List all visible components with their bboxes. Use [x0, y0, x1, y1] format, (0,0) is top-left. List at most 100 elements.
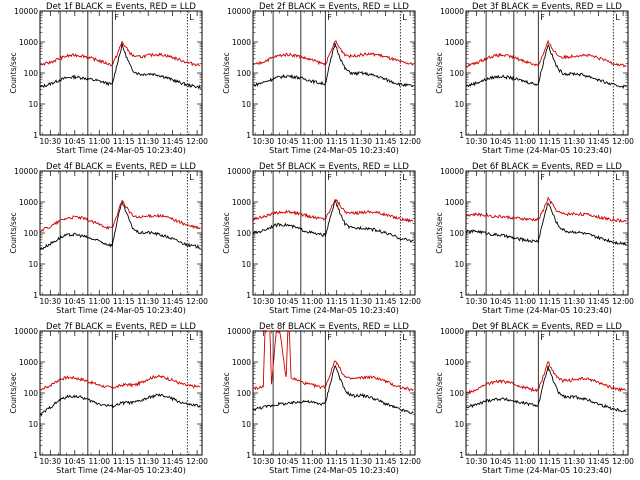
series-lld-line — [40, 200, 201, 232]
x-tick-label: 11:45 — [588, 297, 610, 306]
event-marker-label: L — [189, 173, 194, 182]
series-lld-line — [253, 329, 414, 392]
series-events-line — [40, 199, 201, 250]
chart-title: Det 8f BLACK = Events, RED = LLD — [259, 322, 409, 332]
chart-title: Det 7f BLACK = Events, RED = LLD — [46, 322, 196, 332]
chart-title: Det 5f BLACK = Events, RED = LLD — [259, 162, 409, 172]
x-tick-label: 11:15 — [326, 297, 348, 306]
plot-frame — [252, 330, 416, 456]
x-tick-label: 11:15 — [539, 457, 561, 466]
x-tick-label: 10:30 — [40, 297, 62, 306]
series-lld-line — [466, 196, 627, 223]
series-events-line — [466, 202, 627, 246]
x-tick-label: 11:45 — [162, 457, 184, 466]
x-axis-label: Start Time (24-Mar-05 10:23:40) — [269, 146, 399, 155]
event-marker-label: F — [327, 333, 332, 342]
x-tick-label: 12:00 — [399, 137, 421, 146]
x-tick-label: 11:45 — [375, 457, 397, 466]
y-tick-label: 1000 — [232, 38, 251, 47]
x-axis-label: Start Time (24-Mar-05 10:23:40) — [482, 146, 612, 155]
chart-title: Det 1f BLACK = Events, RED = LLD — [46, 2, 196, 12]
x-tick-label: 10:30 — [40, 457, 62, 466]
y-tick-label: 100 — [237, 229, 252, 238]
x-tick-label: 11:00 — [301, 137, 323, 146]
x-tick-label: 11:30 — [137, 137, 159, 146]
series-lld-line — [466, 39, 627, 68]
plot-frame — [39, 10, 203, 136]
chart-title: Det 2f BLACK = Events, RED = LLD — [259, 2, 409, 12]
x-tick-label: 12:00 — [612, 137, 634, 146]
x-tick-label: 10:45 — [64, 297, 86, 306]
y-tick-label: 10000 — [440, 7, 464, 16]
x-tick-label: 11:00 — [88, 457, 110, 466]
x-tick-label: 11:30 — [350, 457, 372, 466]
series-lld-line — [466, 360, 627, 395]
y-tick-label: 10000 — [440, 327, 464, 336]
x-axis-label: Start Time (24-Mar-05 10:23:40) — [56, 466, 186, 475]
series-events-line — [466, 44, 627, 90]
event-marker-label: L — [189, 333, 194, 342]
y-axis-label: Counts/sec — [222, 52, 231, 93]
chart-2: Det 2f BLACK = Events, RED = LLD 1 10 100 10… — [222, 2, 421, 155]
x-tick-label: 11:45 — [162, 297, 184, 306]
chart-3: Det 3f BLACK = Events, RED = LLD 1 10 100 10… — [435, 2, 634, 155]
x-tick-label: 10:45 — [64, 457, 86, 466]
chart-8: Det 8f BLACK = Events, RED = LLD 1 10 100 10… — [222, 322, 421, 475]
y-tick-label: 1000 — [19, 38, 38, 47]
x-tick-label: 10:30 — [253, 297, 275, 306]
series-lld-line — [40, 40, 201, 67]
y-tick-label: 10000 — [14, 7, 38, 16]
y-tick-label: 10000 — [227, 7, 251, 16]
y-axis-label: Counts/sec — [9, 212, 18, 253]
y-tick-label: 100 — [237, 69, 252, 78]
y-tick-label: 10000 — [227, 167, 251, 176]
x-tick-label: 12:00 — [186, 297, 208, 306]
y-tick-label: 1 — [459, 451, 464, 460]
y-tick-label: 100 — [237, 389, 252, 398]
x-tick-label: 11:30 — [563, 457, 585, 466]
x-tick-label: 10:30 — [466, 297, 488, 306]
y-tick-label: 100 — [24, 389, 39, 398]
x-tick-label: 11:00 — [88, 297, 110, 306]
y-tick-label: 100 — [450, 69, 465, 78]
x-tick-label: 12:00 — [612, 297, 634, 306]
event-marker-label: F — [327, 173, 332, 182]
y-tick-label: 10 — [454, 420, 464, 429]
x-tick-label: 10:30 — [466, 457, 488, 466]
chart-4: Det 4f BLACK = Events, RED = LLD 1 10 100 10… — [9, 162, 208, 315]
event-marker-label: L — [615, 13, 620, 22]
x-tick-label: 10:45 — [277, 297, 299, 306]
x-tick-label: 10:30 — [40, 137, 62, 146]
y-tick-label: 1 — [33, 131, 38, 140]
y-tick-label: 1000 — [445, 198, 464, 207]
y-tick-label: 10 — [454, 100, 464, 109]
chart-6: Det 6f BLACK = Events, RED = LLD 1 10 100 10… — [435, 162, 634, 315]
series-lld-line — [253, 40, 414, 68]
y-tick-label: 10 — [28, 260, 38, 269]
x-tick-label: 10:45 — [490, 457, 512, 466]
x-tick-label: 10:45 — [277, 137, 299, 146]
event-marker-label: L — [189, 13, 194, 22]
y-tick-label: 10000 — [440, 167, 464, 176]
y-tick-label: 1000 — [445, 358, 464, 367]
event-marker-label: F — [540, 13, 545, 22]
series-events-line — [466, 365, 627, 413]
x-tick-label: 11:15 — [326, 457, 348, 466]
chart-5: Det 5f BLACK = Events, RED = LLD 1 10 100 10… — [222, 162, 421, 315]
plot-frame — [252, 10, 416, 136]
event-marker-label: L — [402, 333, 407, 342]
x-tick-label: 11:30 — [350, 137, 372, 146]
y-axis-label: Counts/sec — [9, 372, 18, 413]
plot-frame — [465, 170, 629, 296]
y-tick-label: 1000 — [445, 38, 464, 47]
y-axis-label: Counts/sec — [435, 212, 444, 253]
y-tick-label: 1000 — [19, 358, 38, 367]
y-tick-label: 10000 — [14, 167, 38, 176]
plot-frame — [465, 330, 629, 456]
chart-title: Det 4f BLACK = Events, RED = LLD — [46, 162, 196, 172]
series-lld-line — [40, 374, 201, 391]
x-tick-label: 11:30 — [563, 297, 585, 306]
x-tick-label: 11:00 — [514, 297, 536, 306]
y-tick-label: 100 — [450, 229, 465, 238]
y-tick-label: 1000 — [232, 358, 251, 367]
